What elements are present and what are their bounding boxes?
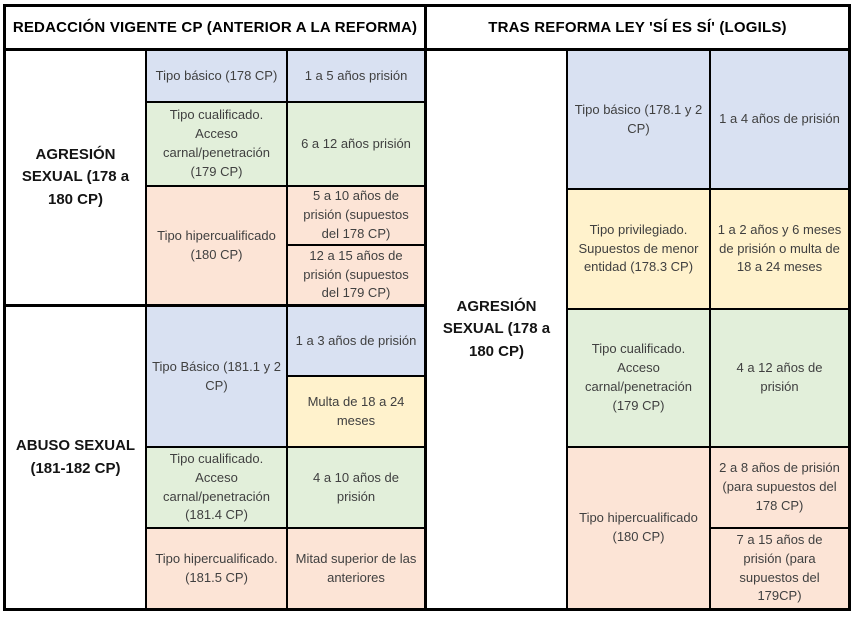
cell-penalty-basico-abuso-prision: 1 a 3 años de prisión [288, 307, 424, 375]
new-agresion-group: AGRESIÓN SEXUAL (178 a 180 CP) Tipo bási… [427, 51, 848, 608]
cell-penalty-basico-new: 1 a 4 años de prisión [711, 51, 848, 188]
cell-type-cualificado-abuso: Tipo cualificado. Acceso carnal/penetrac… [147, 448, 286, 527]
table-body: AGRESIÓN SEXUAL (178 a 180 CP) Tipo bási… [6, 51, 848, 608]
new-law-table: AGRESIÓN SEXUAL (178 a 180 CP) Tipo bási… [427, 51, 848, 608]
table-outer-frame: REDACCIÓN VIGENTE CP (ANTERIOR A LA REFO… [3, 4, 851, 611]
cell-penalty-cualificado-old: 6 a 12 años prisión [288, 103, 424, 185]
cell-penalty-hiper-179-new: 7 a 15 años de prisión (para supuestos d… [711, 529, 848, 608]
cell-penalty-basico-old: 1 a 5 años prisión [288, 51, 424, 101]
cell-penalty-cualificado-new: 4 a 12 años de prisión [711, 310, 848, 446]
old-law-table: AGRESIÓN SEXUAL (178 a 180 CP) Tipo bási… [6, 51, 427, 608]
cell-penalty-hiper-178-old: 5 a 10 años de prisión (supuestos del 17… [288, 187, 424, 244]
cell-type-hiper-abuso: Tipo hipercualificado. (181.5 CP) [147, 529, 286, 608]
cell-penalty-cualificado-abuso: 4 a 10 años de prisión [288, 448, 424, 527]
cell-type-cualificado-new: Tipo cualificado. Acceso carnal/penetrac… [568, 310, 709, 446]
cell-penalty-privilegiado-new: 1 a 2 años y 6 meses de prisión o multa … [711, 190, 848, 308]
header-row: REDACCIÓN VIGENTE CP (ANTERIOR A LA REFO… [6, 7, 848, 51]
group-label-abuso-old: ABUSO SEXUAL (181-182 CP) [6, 307, 145, 608]
cell-type-cualificado-old: Tipo cualificado. Acceso carnal/penetrac… [147, 103, 286, 185]
old-abuso-group: ABUSO SEXUAL (181-182 CP) Tipo Básico (1… [6, 307, 424, 608]
old-agresion-group: AGRESIÓN SEXUAL (178 a 180 CP) Tipo bási… [6, 51, 424, 304]
cell-type-basico-abuso: Tipo Básico (181.1 y 2 CP) [147, 307, 286, 446]
cell-penalty-hiper-178-new: 2 a 8 años de prisión (para supuestos de… [711, 448, 848, 527]
cell-penalty-basico-abuso-multa: Multa de 18 a 24 meses [288, 377, 424, 446]
header-old-law: REDACCIÓN VIGENTE CP (ANTERIOR A LA REFO… [6, 7, 427, 48]
cell-type-privilegiado-new: Tipo privilegiado. Supuestos de menor en… [568, 190, 709, 308]
cell-penalty-hiper-abuso: Mitad superior de las anteriores [288, 529, 424, 608]
cell-type-basico-old: Tipo básico (178 CP) [147, 51, 286, 101]
group-label-agresion-new: AGRESIÓN SEXUAL (178 a 180 CP) [427, 51, 566, 608]
cell-type-hiper-old: Tipo hipercualificado (180 CP) [147, 187, 286, 304]
cell-type-hiper-new: Tipo hipercualificado (180 CP) [568, 448, 709, 608]
cell-penalty-hiper-179-old: 12 a 15 años de prisión (supuestos del 1… [288, 246, 424, 304]
cell-type-basico-new: Tipo básico (178.1 y 2 CP) [568, 51, 709, 188]
group-divider-line [6, 304, 424, 307]
group-label-agresion-old: AGRESIÓN SEXUAL (178 a 180 CP) [6, 51, 145, 304]
header-new-law: TRAS REFORMA LEY 'SÍ ES SÍ' (LOGILS) [488, 19, 787, 36]
